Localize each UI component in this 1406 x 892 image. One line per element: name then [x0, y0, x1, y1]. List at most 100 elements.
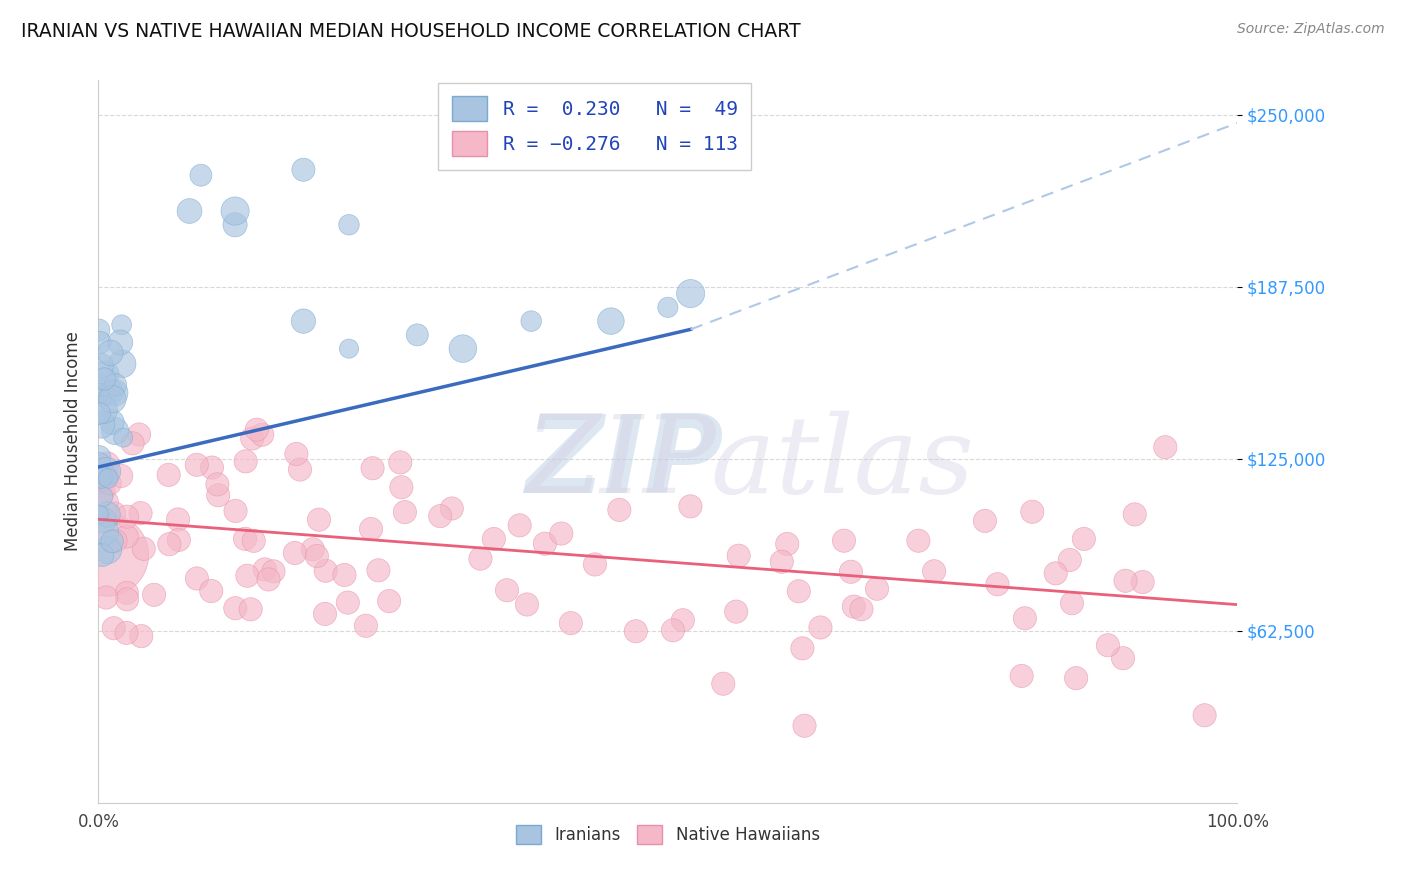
Point [560, 616, 582, 631]
Point [284, 546, 307, 560]
Point [96, 495, 118, 509]
Point [509, 518, 531, 533]
Point [285, 447, 308, 461]
Point [200, 584, 222, 599]
Point [94, 368, 117, 382]
Point [657, 301, 679, 315]
Point [89, 450, 111, 465]
Point [333, 568, 356, 582]
Point [516, 598, 538, 612]
Point [224, 601, 246, 615]
Point [662, 624, 685, 638]
Point [1123, 508, 1146, 522]
Point [132, 541, 155, 556]
Point [672, 613, 695, 627]
Point [851, 602, 873, 616]
Point [96, 465, 118, 479]
Point [451, 342, 474, 356]
Point [115, 586, 138, 600]
Point [233, 532, 256, 546]
Point [93, 483, 115, 498]
Point [112, 431, 135, 445]
Point [167, 512, 190, 526]
Point [470, 551, 492, 566]
Point [96, 548, 118, 562]
Point [100, 384, 122, 399]
Point [250, 427, 273, 442]
Point [1045, 566, 1067, 581]
Point [242, 533, 264, 548]
Point [725, 605, 748, 619]
Point [1011, 669, 1033, 683]
Point [103, 621, 125, 635]
Point [520, 314, 543, 328]
Point [866, 582, 889, 596]
Point [90, 417, 112, 432]
Point [1021, 505, 1043, 519]
Point [207, 488, 229, 502]
Point [89, 386, 111, 401]
Point [207, 477, 229, 491]
Point [832, 533, 855, 548]
Text: ZIP: ZIP [526, 410, 724, 516]
Point [91, 490, 114, 504]
Legend: Iranians, Native Hawaiians: Iranians, Native Hawaiians [508, 816, 828, 852]
Point [361, 461, 384, 475]
Point [679, 500, 702, 514]
Point [406, 327, 429, 342]
Point [776, 537, 799, 551]
Point [101, 392, 124, 406]
Point [253, 562, 276, 576]
Point [394, 505, 416, 519]
Point [131, 629, 153, 643]
Point [201, 460, 224, 475]
Point [1114, 574, 1136, 588]
Text: ZIPatlas: ZIPatlas [526, 410, 974, 516]
Point [103, 506, 125, 520]
Point [90, 359, 112, 373]
Point [986, 577, 1008, 591]
Point [90, 470, 112, 484]
Point [87, 458, 110, 472]
Point [110, 469, 132, 483]
Point [429, 509, 451, 524]
Point [239, 602, 262, 616]
Point [1064, 671, 1087, 685]
Point [727, 549, 749, 563]
Point [305, 549, 328, 563]
Point [624, 624, 647, 639]
Point [1014, 611, 1036, 625]
Point [101, 415, 124, 429]
Point [104, 385, 127, 400]
Point [104, 424, 127, 438]
Point [115, 529, 138, 543]
Point [482, 532, 505, 546]
Point [236, 568, 259, 582]
Point [111, 357, 134, 371]
Point [1097, 638, 1119, 652]
Point [157, 467, 180, 482]
Point [96, 467, 118, 481]
Point [115, 509, 138, 524]
Point [93, 513, 115, 527]
Point [711, 676, 734, 690]
Point [496, 583, 519, 598]
Point [288, 462, 311, 476]
Point [111, 318, 134, 332]
Point [94, 467, 117, 482]
Point [167, 533, 190, 547]
Point [354, 619, 377, 633]
Point [101, 534, 124, 549]
Point [440, 501, 463, 516]
Point [1112, 651, 1135, 665]
Point [93, 372, 115, 386]
Point [115, 626, 138, 640]
Point [1194, 708, 1216, 723]
Point [600, 314, 623, 328]
Point [98, 476, 121, 491]
Point [121, 436, 143, 450]
Point [1059, 553, 1081, 567]
Point [314, 607, 336, 621]
Point [100, 346, 122, 360]
Point [810, 620, 832, 634]
